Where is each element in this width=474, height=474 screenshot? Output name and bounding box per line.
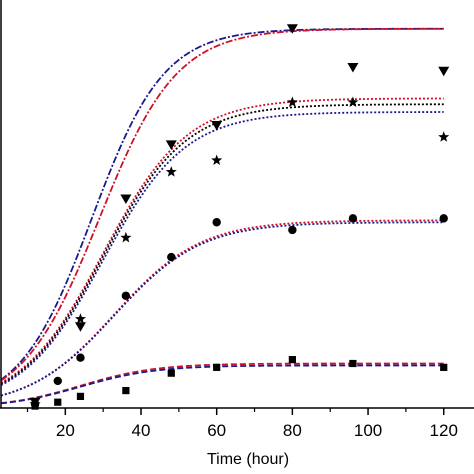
x-axis-title: Time (hour) xyxy=(207,451,289,468)
fit-curve-9 xyxy=(0,364,444,405)
triangle-down-marker xyxy=(165,140,177,150)
triangle-down-marker xyxy=(120,194,132,205)
circle-marker xyxy=(76,353,85,362)
star-marker xyxy=(165,166,177,177)
square-marker xyxy=(54,398,62,406)
x-tick-label: 120 xyxy=(430,421,458,440)
fit-curve-3 xyxy=(0,97,444,384)
star-marker xyxy=(211,154,223,166)
square-marker xyxy=(440,363,448,371)
square-marker xyxy=(167,369,175,377)
circle-marker xyxy=(288,225,297,235)
square-marker xyxy=(76,392,85,400)
x-tick-label: 100 xyxy=(354,421,382,440)
square-marker xyxy=(349,359,357,368)
triangle-down-marker xyxy=(438,66,450,77)
x-tick-label: 80 xyxy=(283,421,302,440)
square-marker xyxy=(213,363,221,371)
triangle-down-marker xyxy=(74,322,86,332)
circle-marker xyxy=(212,218,221,227)
square-marker xyxy=(122,386,130,395)
fit-curve-4 xyxy=(0,103,444,385)
triangle-down-marker xyxy=(286,24,298,34)
circle-marker xyxy=(348,214,358,223)
data-markers xyxy=(29,24,450,410)
fit-curve-7 xyxy=(0,221,444,397)
fit-curves xyxy=(0,27,444,405)
circle-marker xyxy=(167,252,176,262)
x-tick-label: 60 xyxy=(207,421,226,440)
star-marker xyxy=(347,96,359,107)
square-marker xyxy=(288,356,296,364)
star-marker xyxy=(438,131,450,142)
fit-curve-1 xyxy=(0,27,444,381)
x-axis-ticks: 20 40 60 80 100 120 xyxy=(26,408,458,440)
triangle-down-marker xyxy=(211,120,223,131)
star-marker xyxy=(120,231,132,243)
fit-curve-2 xyxy=(0,27,444,382)
x-tick-label: 40 xyxy=(132,421,151,440)
star-marker xyxy=(286,96,298,107)
square-marker xyxy=(31,402,39,410)
x-tick-label: 20 xyxy=(56,421,75,440)
star-marker xyxy=(74,313,86,324)
triangle-down-marker xyxy=(347,62,359,73)
circle-marker xyxy=(439,214,448,223)
circle-marker xyxy=(121,291,131,300)
circle-marker xyxy=(53,376,62,386)
